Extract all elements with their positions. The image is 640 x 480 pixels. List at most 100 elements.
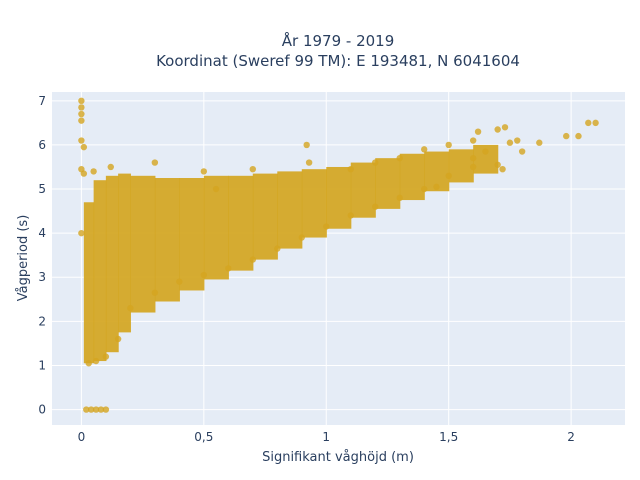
data-point (518, 148, 526, 155)
data-point (85, 360, 92, 367)
y-tick-label: 0 (38, 403, 46, 417)
data-point (506, 139, 514, 146)
x-tick-label: 1,5 (439, 430, 458, 444)
data-point (474, 128, 482, 135)
data-point (97, 406, 105, 413)
data-point (445, 172, 452, 180)
dense-band (301, 169, 327, 238)
data-point (114, 335, 122, 343)
data-point (92, 357, 100, 365)
data-point (151, 159, 159, 166)
dense-band (203, 175, 229, 280)
x-tick-label: 2 (567, 430, 575, 444)
y-tick-label: 7 (38, 94, 46, 108)
data-point (372, 203, 379, 210)
y-axis-ticks: 0 1 2 3 4 5 6 7 (38, 94, 46, 417)
dense-band (252, 173, 278, 260)
dense-band (277, 171, 303, 249)
data-point (575, 132, 582, 140)
data-point (212, 185, 220, 193)
data-point (347, 212, 354, 219)
y-tick-label: 5 (38, 182, 46, 196)
scatter-points (78, 97, 599, 413)
data-point (80, 170, 88, 177)
data-point (78, 110, 85, 118)
dense-band (350, 162, 376, 218)
dense-band (93, 180, 107, 362)
y-tick-label: 1 (38, 358, 46, 372)
data-point (274, 245, 281, 252)
data-point (469, 154, 477, 162)
data-point (78, 117, 85, 124)
y-tick-label: 6 (38, 138, 46, 152)
data-point (305, 159, 313, 166)
dense-band (179, 178, 205, 291)
data-point (347, 165, 354, 173)
x-axis-title: Signifikant våghöjd (m) (262, 450, 414, 465)
data-point (249, 165, 256, 173)
dense-band (83, 202, 95, 364)
data-point (87, 406, 95, 413)
data-point (102, 353, 110, 360)
y-tick-label: 3 (38, 270, 46, 284)
y-axis-title: Vågperiod (s) (16, 215, 31, 302)
data-point (396, 154, 403, 162)
data-point (494, 126, 501, 133)
data-point (225, 265, 232, 272)
data-point (433, 183, 440, 191)
data-point (303, 141, 310, 149)
x-tick-label: 0 (78, 430, 86, 444)
data-point (107, 163, 114, 171)
data-point (78, 104, 85, 111)
y-tick-label: 4 (38, 226, 46, 240)
data-point (592, 119, 599, 127)
data-point (396, 194, 403, 202)
data-point (102, 406, 110, 413)
x-tick-label: 0,5 (194, 430, 213, 444)
x-tick-label: 1 (322, 430, 330, 444)
data-point (200, 168, 208, 175)
dense-band (154, 178, 180, 302)
data-point (249, 256, 256, 263)
data-point (536, 139, 543, 146)
chart-subtitle: Koordinat (Sweref 99 TM): E 193481, N 60… (156, 52, 520, 70)
data-point (78, 97, 85, 105)
data-point (323, 223, 330, 230)
data-point (372, 159, 379, 166)
y-tick-label: 2 (38, 314, 46, 328)
data-point (445, 141, 452, 149)
x-axis-ticks: 0 0,5 1 1,5 2 (78, 430, 575, 444)
data-point (151, 289, 159, 296)
dense-point-cloud (83, 144, 499, 364)
data-point (563, 132, 570, 140)
data-point (200, 271, 208, 279)
data-point (92, 406, 100, 413)
dense-band (228, 175, 254, 271)
data-point (83, 406, 90, 413)
data-point (514, 137, 521, 144)
data-point (298, 234, 305, 241)
data-point (501, 124, 509, 131)
data-point (78, 229, 85, 237)
dense-band (448, 149, 474, 183)
data-point (469, 137, 477, 144)
data-point (78, 137, 85, 144)
data-point (585, 119, 592, 127)
data-point (469, 163, 477, 171)
data-point (90, 168, 97, 175)
dense-band (130, 175, 156, 313)
data-point (482, 148, 489, 155)
data-point (127, 304, 134, 312)
data-point (494, 161, 501, 168)
dense-band (375, 158, 401, 209)
data-point (176, 278, 183, 285)
data-point (421, 185, 428, 193)
data-point (499, 165, 506, 173)
dense-band (399, 153, 425, 201)
data-point (80, 143, 88, 151)
data-point (421, 146, 428, 153)
plot-area (52, 92, 625, 425)
chart-title: År 1979 - 2019 (282, 31, 395, 50)
dense-band (118, 173, 131, 333)
